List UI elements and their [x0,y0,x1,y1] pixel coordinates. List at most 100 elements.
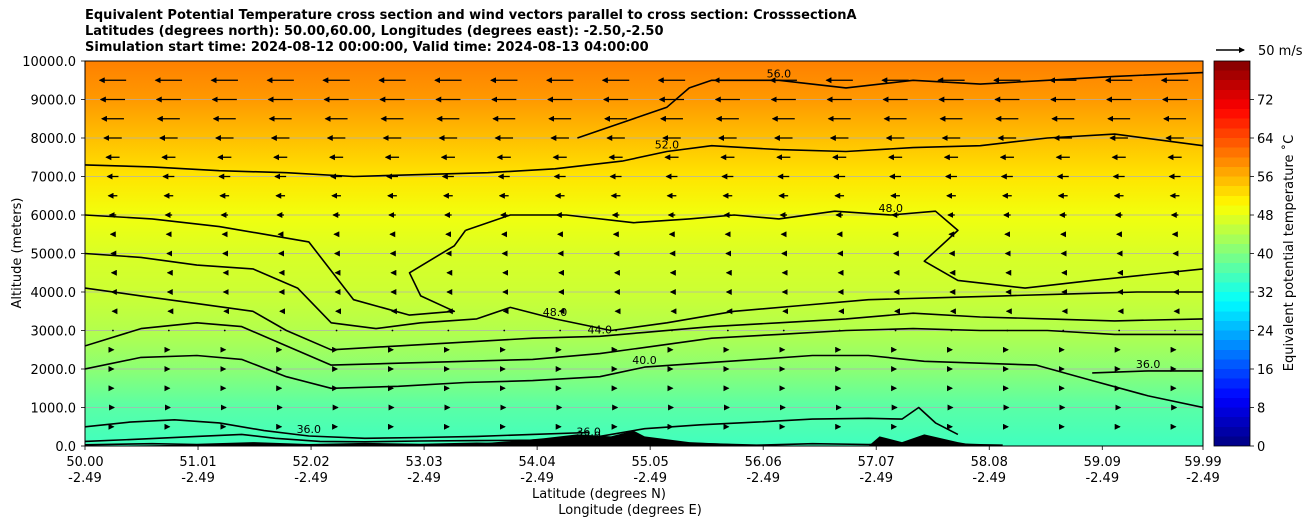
contour-label: 52.0 [655,138,680,151]
wind-vector [447,329,450,332]
x-tick-label-lat: 57.07 [858,455,895,470]
contour-line-44 [85,287,1203,351]
x-tick-label-lon: -2.49 [181,471,215,486]
y-tick-label: 9000.0 [31,94,77,109]
colorbar-label: Equivalent potential temperature ˚C [1281,135,1297,371]
x-tick-label-lat: 59.99 [1184,455,1221,470]
x-tick-label-lat: 53.03 [405,455,442,470]
contour-line-40 [85,354,1203,409]
chart-title-line-2: Latitudes (degrees north): 50.00,60.00, … [85,24,664,39]
wind-vector [615,329,617,332]
wind-vector [559,329,562,332]
terrain-profile [85,430,1203,446]
x-axis-label-latitude: Latitude (degrees N) [532,487,666,502]
colorbar-gradient [1213,60,1251,447]
y-tick-label: 2000.0 [31,363,77,378]
x-tick-label-lat: 58.08 [971,455,1008,470]
wind-vector [1118,329,1121,332]
colorbar-tick-label: 32 [1257,286,1274,301]
y-tick-label: 7000.0 [31,171,77,186]
wind-vector [1006,329,1009,332]
x-tick-label-lon: -2.49 [294,471,328,486]
y-axis-label: Altitude (meters) [10,198,25,309]
contour-line-36 [1092,370,1203,374]
x-tick-label-lon: -2.49 [633,471,667,486]
wind-vector [1174,329,1176,332]
wind-vector [112,329,114,332]
contour-label: 44.0 [588,323,613,336]
contour-label: 32.0 [576,430,601,443]
x-tick-label-lon: -2.49 [972,471,1006,486]
colorbar-tick-label: 56 [1257,171,1274,186]
y-axis: 0.0 1000.0 2000.0 3000.0 4000.0 5000.0 6000.0 7… [22,55,85,455]
contour-line-48 [85,214,467,316]
x-tick-label-lat: 51.01 [179,455,216,470]
contour-label: 40.0 [632,354,657,367]
contour-label: 48.0 [543,306,568,319]
contour-label: 56.0 [767,67,792,80]
wind-vector [838,329,841,332]
x-tick-label-lon: -2.49 [1186,471,1220,486]
contour-line-52 [85,133,1203,178]
y-tick-label: 4000.0 [31,286,77,301]
colorbar-tick-label: 40 [1257,248,1274,263]
wind-vector [391,329,394,332]
colorbar-tick-label: 0 [1257,440,1265,455]
colorbar-tick-label: 64 [1257,132,1274,147]
y-tick-label: 5000.0 [31,248,77,263]
contour-label: 36.0 [297,423,322,436]
y-tick-label: 10000.0 [22,55,76,70]
contour-line-36 [85,418,589,440]
colorbar-tick-label: 24 [1257,325,1274,340]
plot-area: 32.036.036.036.040.044.048.048.052.056.0 [84,60,1204,447]
terrain [85,430,1203,446]
wind-vector [167,329,170,332]
x-axis-label-longitude: Longitude (degrees E) [558,503,702,518]
wind-vector [726,329,729,332]
x-tick-label-lon: -2.49 [520,471,554,486]
colorbar-tick-label: 48 [1257,209,1274,224]
x-tick-label-lon: -2.49 [859,471,893,486]
wind-vector [950,329,953,332]
wind-vector [782,329,785,332]
quiver-key-label: 50 m/s [1258,44,1303,59]
wind-vector [335,329,338,332]
colorbar-tick-label: 16 [1257,363,1274,378]
x-tick-label-lat: 59.09 [1084,455,1121,470]
wind-vector [279,329,282,332]
y-tick-label: 0.0 [55,440,76,455]
x-tick-label-lon: -2.49 [407,471,441,486]
x-tick-label-lat: 54.04 [519,455,556,470]
chart-title-line-3: Simulation start time: 2024-08-12 00:00:… [85,40,649,55]
x-axis: 50.00-2.4951.01-2.4952.02-2.4953.03-2.49… [66,446,1222,486]
chart-title-line-1: Equivalent Potential Temperature cross s… [85,8,857,23]
x-tick-label-lat: 52.02 [292,455,329,470]
y-tick-label: 8000.0 [31,132,77,147]
contour-line-40 [85,321,1203,366]
contour-label: 36.0 [576,425,601,438]
wind-vector [223,329,226,332]
x-tick-label-lon: -2.49 [68,471,102,486]
x-tick-label-lat: 50.00 [66,455,103,470]
quiver-key: 50 m/s [1216,44,1303,59]
colorbar: 0 8 16 24 32 40 48 56 64 72 Equivalent potential … [1213,60,1297,455]
wind-vector [894,329,897,332]
contour-label: 36.0 [1136,358,1161,371]
y-tick-label: 6000.0 [31,209,77,224]
contour-labels: 32.036.036.036.040.044.048.048.052.056.0 [297,67,1161,442]
contour-line-48 [465,210,1203,289]
wind-vector [671,329,673,332]
x-tick-label-lon: -2.49 [1085,471,1119,486]
contour-label: 48.0 [879,202,904,215]
wind-vector [503,329,506,332]
y-tick-label: 1000.0 [31,402,77,417]
y-tick-label: 3000.0 [31,325,77,340]
colorbar-ticks: 0 8 16 24 32 40 48 56 64 72 [1250,94,1274,455]
wind-vectors [98,77,1189,430]
x-tick-label-lat: 56.06 [745,455,782,470]
x-tick-label-lon: -2.49 [746,471,780,486]
wind-vector [1062,329,1065,332]
contour-line-48 [85,252,1203,332]
colorbar-tick-label: 72 [1257,94,1274,109]
